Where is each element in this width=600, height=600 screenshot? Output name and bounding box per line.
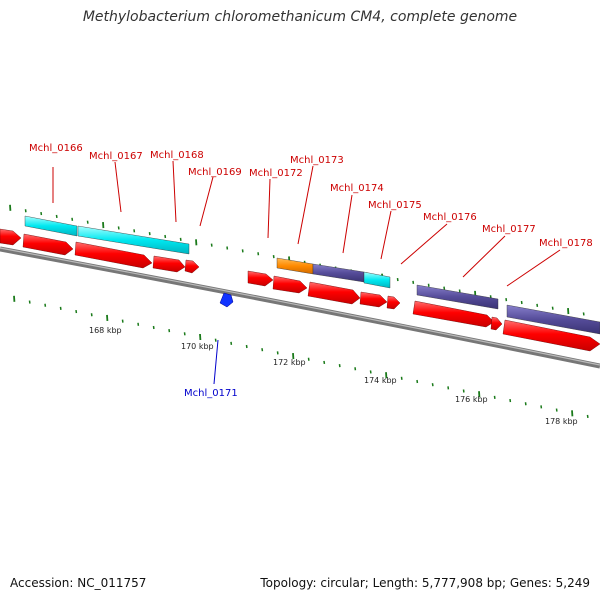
- gene-label-0176[interactable]: Mchl_0176: [423, 212, 477, 223]
- cds-arrow-0178: [502, 319, 600, 352]
- feature-purple-0178: [506, 304, 600, 335]
- cds-arrow-0177: [490, 316, 503, 331]
- callout-line-0176: [400, 223, 448, 265]
- cds-arrow-0174: [307, 281, 361, 305]
- gene-label-0177[interactable]: Mchl_0177: [482, 224, 536, 235]
- callout-line-0168: [172, 160, 177, 223]
- callout-line-0169: [199, 176, 214, 227]
- cds-arrow-0168: [152, 255, 186, 273]
- cds-arrow-0169: [184, 259, 200, 274]
- genome-backbone-highlight: [0, 247, 600, 366]
- feature-cyan-0167-0168: [77, 225, 190, 255]
- position-label-170: 170 kbp: [181, 342, 214, 351]
- callout-line-0171: [213, 339, 219, 385]
- callout-line-0177: [462, 235, 506, 278]
- gene-label-0171[interactable]: Mchl_0171: [184, 388, 238, 399]
- genome-summary-text: Topology: circular; Length: 5,777,908 bp…: [260, 576, 590, 590]
- gene-label-0172[interactable]: Mchl_0172: [249, 168, 303, 179]
- cds-track: [0, 228, 600, 352]
- gene-label-0167[interactable]: Mchl_0167: [89, 151, 143, 162]
- cds-arrow-0171: [219, 292, 234, 308]
- cds-arrow-0175b: [386, 295, 401, 310]
- map-title: Methylobacterium chloromethanicum CM4, c…: [82, 9, 518, 25]
- position-label-172: 172 kbp: [273, 358, 306, 367]
- cds-arrow-0173: [272, 275, 308, 294]
- callout-line-0175: [380, 210, 392, 260]
- feature-purple-0176: [416, 284, 499, 310]
- feature-orange-0173: [276, 257, 314, 275]
- cds-arrow-0165: [0, 228, 22, 246]
- gene-label-0178[interactable]: Mchl_0178: [539, 238, 593, 249]
- position-label-174: 174 kbp: [364, 376, 397, 385]
- position-label-176: 176 kbp: [455, 395, 488, 404]
- gene-label-0168[interactable]: Mchl_0168: [150, 150, 204, 161]
- cds-arrow-0166: [22, 233, 74, 256]
- position-label-168: 168 kbp: [89, 326, 122, 335]
- cds-arrow-0175a: [359, 291, 388, 308]
- feature-cyan-0175: [363, 271, 391, 289]
- gene-label-0173[interactable]: Mchl_0173: [290, 155, 344, 166]
- callout-line-0178: [506, 249, 561, 287]
- gene-label-0169[interactable]: Mchl_0169: [188, 167, 242, 178]
- genome-backbone: [0, 246, 600, 369]
- callout-line-0174: [342, 194, 353, 254]
- gene-label-0175[interactable]: Mchl_0175: [368, 200, 422, 211]
- feature-cyan-0166: [24, 215, 78, 237]
- feature-purple-0174: [312, 263, 365, 283]
- lower-tick-row: [13, 295, 589, 419]
- cds-arrow-0172: [247, 270, 274, 287]
- cds-arrow-0176: [412, 300, 495, 328]
- cds-arrow-0167: [74, 241, 153, 269]
- callout-line-0172: [267, 178, 271, 239]
- gene-label-0174[interactable]: Mchl_0174: [330, 183, 384, 194]
- callout-line-0167: [114, 161, 122, 213]
- position-label-178: 178 kbp: [545, 417, 578, 426]
- callout-line-0173: [297, 165, 314, 245]
- gene-label-0166[interactable]: Mchl_0166: [29, 143, 83, 154]
- accession-text: Accession: NC_011757: [10, 576, 147, 590]
- feature-track: [24, 215, 600, 335]
